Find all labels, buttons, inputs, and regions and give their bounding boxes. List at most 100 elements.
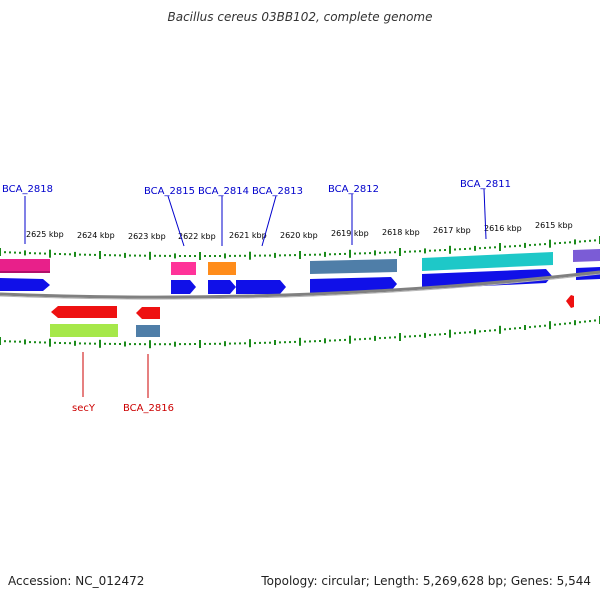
scale-tick: [389, 251, 391, 254]
scale-tick: [594, 239, 596, 242]
scale-tick: [124, 341, 126, 347]
scale-tick: [494, 329, 496, 332]
gene-label-bca-2816[interactable]: BCA_2816: [123, 403, 174, 414]
scale-tick: [549, 321, 551, 330]
feature-bca-2818-shade: [0, 271, 50, 273]
gene-label-secy[interactable]: secY: [72, 403, 96, 414]
scale-tick: [279, 341, 281, 344]
scale-tick: [339, 339, 341, 342]
scale-tick: [449, 245, 451, 254]
scale-tick: [459, 248, 461, 251]
scale-tick: [94, 253, 96, 256]
feature-purple-edge[interactable]: [573, 249, 600, 262]
scale-tick: [464, 331, 466, 334]
feature-bca-2816[interactable]: [136, 325, 160, 337]
gene-label-bca-2815[interactable]: BCA_2815: [144, 186, 195, 197]
scale-tick: [179, 255, 181, 257]
cds-arrow-bca-2818[interactable]: [0, 278, 50, 291]
scale-tick: [494, 246, 496, 249]
scale-label-2619: 2619 kbp: [331, 229, 369, 238]
scale-tick: [234, 342, 236, 345]
feature-bca-2812[interactable]: [310, 259, 397, 274]
scale-tick: [554, 323, 556, 326]
scale-tick: [454, 248, 456, 251]
gene-label-bca-2811[interactable]: BCA_2811: [460, 179, 511, 190]
scale-tick: [584, 320, 586, 323]
scale-tick: [0, 337, 1, 345]
scale-label-2621: 2621 kbp: [229, 231, 267, 240]
scale-tick: [399, 333, 401, 341]
scale-tick: [14, 251, 16, 254]
scale-tick: [89, 342, 91, 345]
cds-arrow-edge-reverse[interactable]: [566, 295, 574, 308]
cds-arrow-bca-2811[interactable]: [422, 269, 552, 289]
gene-label-bca-2818[interactable]: BCA_2818: [2, 184, 53, 195]
scale-tick: [529, 326, 531, 329]
feature-bca-2818[interactable]: [0, 259, 50, 273]
scale-tick: [49, 338, 51, 347]
scale-tick: [59, 253, 61, 255]
scale-tick: [0, 248, 1, 256]
scale-tick: [549, 239, 551, 248]
scale-tick: [354, 252, 356, 255]
scale-tick: [559, 323, 561, 326]
cds-arrow-secy[interactable]: [51, 306, 117, 318]
genome-backbone: [0, 270, 600, 299]
scale-tick: [434, 249, 436, 252]
cds-arrow-bca-2815[interactable]: [171, 280, 196, 294]
scale-tick: [284, 341, 286, 344]
feature-bca-2811[interactable]: [422, 252, 553, 271]
scale-tick: [409, 250, 411, 253]
lower-scale-ticks: [0, 316, 600, 349]
scale-tick: [169, 254, 171, 257]
scale-tick: [474, 245, 476, 251]
scale-tick: [129, 343, 131, 346]
scale-tick: [34, 252, 36, 255]
scale-tick: [484, 330, 486, 332]
scale-tick: [314, 340, 316, 343]
scale-tick: [329, 253, 331, 256]
scale-tick: [214, 255, 216, 257]
scale-tick: [259, 254, 261, 257]
feature-bca-2815[interactable]: [171, 262, 196, 275]
scale-tick: [479, 330, 481, 333]
scale-tick: [104, 342, 106, 345]
scale-tick: [399, 248, 401, 256]
scale-tick: [239, 254, 241, 257]
scale-label-2616: 2616 kbp: [484, 224, 522, 233]
scale-tick: [129, 254, 131, 257]
scale-tick: [469, 247, 471, 250]
scale-tick: [229, 342, 231, 345]
scale-tick: [44, 252, 46, 255]
gene-label-bca-2813[interactable]: BCA_2813: [252, 186, 303, 197]
scale-tick: [204, 255, 206, 257]
scale-tick: [584, 240, 586, 243]
scale-tick: [234, 254, 236, 257]
scale-tick: [499, 243, 501, 251]
scale-tick: [389, 336, 391, 339]
forward-leader-lines: [24, 188, 487, 247]
scale-tick: [109, 254, 111, 257]
gene-label-bca-2812[interactable]: BCA_2812: [328, 184, 379, 195]
scale-tick: [394, 336, 396, 339]
scale-tick: [574, 320, 576, 326]
cds-arrow-bca-2814[interactable]: [208, 280, 236, 294]
scale-tick: [369, 252, 371, 255]
scale-tick: [64, 342, 66, 345]
feature-bca-2814[interactable]: [208, 262, 236, 275]
forward-cds-row: [0, 267, 600, 294]
scale-tick: [149, 340, 151, 349]
cds-arrow-bca-2816[interactable]: [136, 307, 160, 319]
scale-tick: [359, 338, 361, 341]
scale-tick: [4, 340, 6, 343]
scale-tick: [349, 249, 351, 258]
scale-tick: [244, 342, 246, 345]
scale-tick: [414, 335, 416, 338]
cds-arrow-bca-2812[interactable]: [310, 277, 397, 293]
scale-tick: [134, 343, 136, 346]
scale-tick: [359, 252, 361, 255]
scale-tick: [44, 341, 46, 344]
gene-label-bca-2814[interactable]: BCA_2814: [198, 186, 249, 197]
feature-secy[interactable]: [50, 324, 118, 337]
cds-arrow-bca-2813[interactable]: [236, 280, 286, 294]
